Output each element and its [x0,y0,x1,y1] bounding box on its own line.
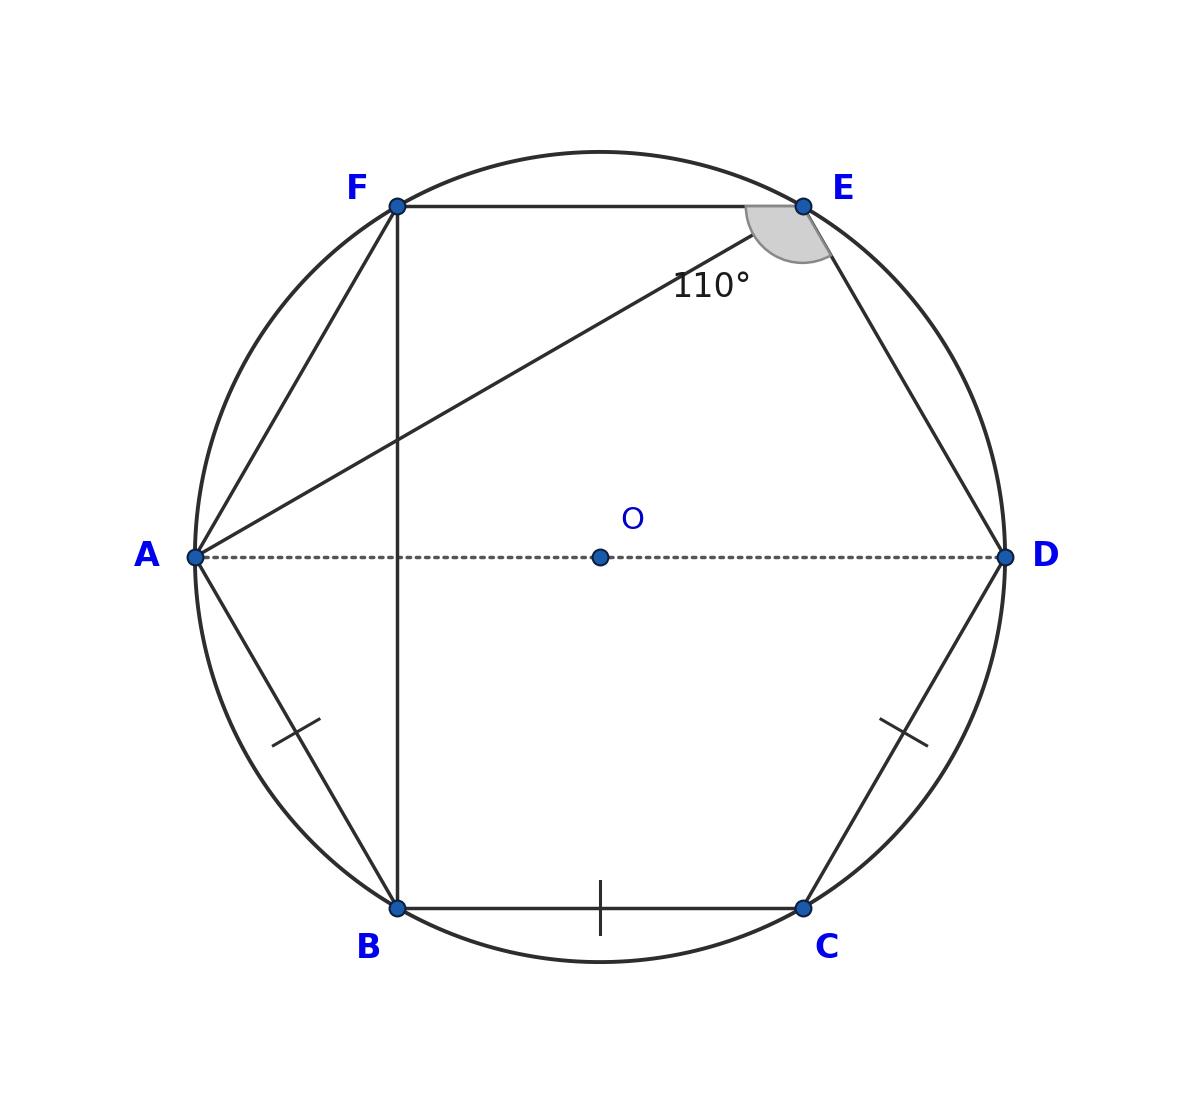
Point [388,197,407,215]
Text: 110°: 110° [671,271,751,304]
Point [185,548,204,566]
Text: F: F [346,174,368,206]
Point [388,899,407,917]
Text: E: E [832,174,854,206]
Text: A: A [133,540,160,574]
Wedge shape [746,206,830,263]
Text: C: C [815,931,839,965]
Text: O: O [620,506,644,535]
Point [793,197,812,215]
Point [996,548,1015,566]
Point [590,548,610,566]
Text: B: B [356,931,382,965]
Text: D: D [1032,540,1060,574]
Point [793,899,812,917]
